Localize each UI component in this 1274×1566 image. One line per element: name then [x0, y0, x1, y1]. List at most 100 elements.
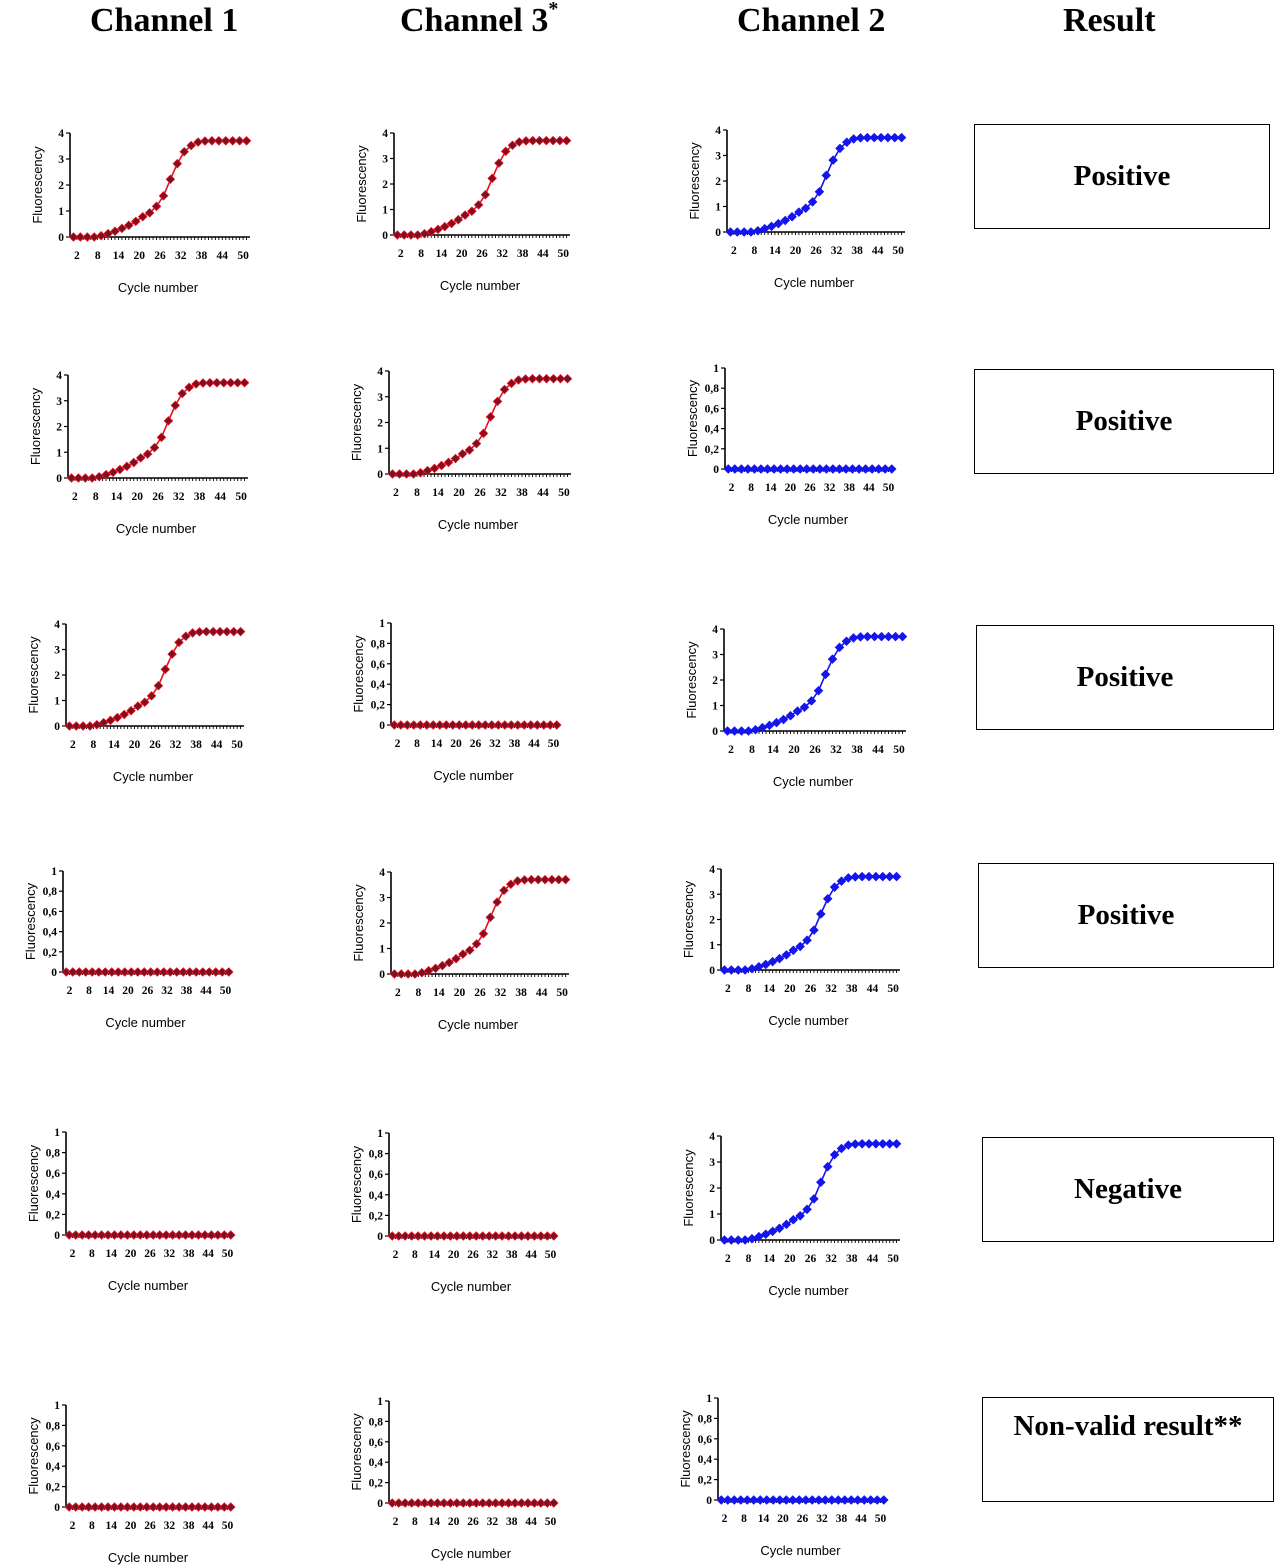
- x-tick-label: 20: [784, 983, 796, 995]
- data-point: [821, 170, 832, 181]
- data-point: [179, 146, 189, 157]
- y-tick-label: 0,2: [371, 700, 386, 712]
- y-tick-label: 0: [709, 965, 715, 977]
- x-axis-title: Cycle number: [773, 774, 854, 789]
- data-point: [529, 1231, 540, 1241]
- chart-panel-row-3-channel-3: 0 0,2 0,4 0,6 0,8 1 2 8 14 20 26 32 38 44 50 Cycle numb…: [351, 618, 562, 783]
- y-tick-label: 0: [54, 721, 60, 733]
- x-tick-label: 32: [824, 482, 836, 494]
- x-tick-label: 2: [70, 1248, 76, 1260]
- x-tick-label: 8: [93, 491, 99, 503]
- chart-panel-row-4-channel-3: 0 1 2 3 4 2 8 14 20 26 32 38 44 50 Cycle number Fluores…: [351, 867, 571, 1032]
- x-tick-label: 50: [545, 1249, 557, 1261]
- data-point: [828, 155, 838, 165]
- y-tick-label: 1: [709, 940, 715, 952]
- data-point: [729, 1495, 740, 1505]
- y-tick-label: 0,6: [369, 1169, 384, 1181]
- result-text: Positive: [1077, 899, 1175, 931]
- data-point: [836, 876, 847, 886]
- x-tick-label: 2: [70, 1520, 76, 1532]
- data-point: [124, 220, 134, 231]
- x-tick-label: 20: [131, 491, 143, 503]
- y-tick-label: 3: [709, 1157, 715, 1169]
- data-point: [217, 967, 228, 977]
- data-point: [227, 136, 238, 146]
- y-tick-label: 0,4: [705, 424, 720, 436]
- data-point: [891, 871, 902, 882]
- y-axis-title: Fluorescency: [349, 1413, 364, 1491]
- y-tick-label: 0: [54, 1230, 60, 1242]
- y-tick-label: 0: [706, 1495, 712, 1507]
- y-tick-label: 0: [715, 227, 721, 239]
- data-point: [146, 691, 157, 701]
- x-tick-label: 14: [763, 983, 775, 995]
- data-point: [406, 1231, 417, 1241]
- data-point: [64, 721, 75, 731]
- x-tick-label: 38: [517, 248, 529, 260]
- data-point: [151, 201, 162, 212]
- y-tick-label: 0,2: [46, 1209, 61, 1221]
- data-point: [148, 1230, 158, 1240]
- data-point: [886, 464, 897, 474]
- data-point: [822, 894, 833, 904]
- data-point: [171, 967, 182, 977]
- data-point: [869, 631, 880, 642]
- data-point: [219, 377, 229, 388]
- x-tick-label: 44: [867, 1253, 879, 1265]
- x-tick-label: 44: [202, 1520, 214, 1532]
- data-point: [204, 967, 215, 977]
- y-tick-label: 4: [709, 1131, 715, 1143]
- data-point: [852, 1495, 863, 1505]
- data-point: [221, 136, 231, 146]
- data-point: [536, 1231, 546, 1241]
- data-point: [541, 373, 552, 384]
- data-point: [167, 649, 177, 659]
- data-point: [200, 1230, 210, 1240]
- data-point: [781, 1495, 792, 1505]
- y-tick-label: 0,6: [371, 659, 386, 671]
- data-point: [180, 1230, 191, 1240]
- data-point: [736, 726, 747, 736]
- x-tick-label: 8: [748, 482, 754, 494]
- data-point: [503, 1498, 514, 1508]
- data-point: [829, 1149, 840, 1160]
- data-point: [890, 631, 901, 642]
- x-tick-label: 8: [416, 987, 422, 999]
- x-tick-label: 8: [95, 250, 101, 262]
- data-point: [83, 1230, 94, 1240]
- data-point: [490, 1498, 501, 1508]
- y-tick-label: 0,6: [46, 1168, 61, 1180]
- y-tick-label: 3: [54, 645, 60, 657]
- y-tick-label: 0,2: [705, 444, 720, 456]
- x-tick-label: 2: [728, 744, 734, 756]
- data-point: [534, 135, 545, 146]
- data-point: [428, 720, 439, 730]
- data-point: [152, 967, 163, 977]
- y-tick-label: 0,6: [43, 906, 58, 918]
- data-point: [174, 1502, 184, 1512]
- data-point: [434, 720, 445, 730]
- x-tick-label: 20: [784, 1253, 796, 1265]
- x-tick-label: 50: [235, 491, 247, 503]
- series-line: [724, 1143, 897, 1241]
- data-point: [808, 464, 819, 474]
- data-point: [883, 132, 893, 143]
- data-point: [760, 1229, 771, 1240]
- data-point: [878, 871, 888, 882]
- y-tick-label: 0: [377, 469, 383, 481]
- data-point: [80, 967, 91, 977]
- data-point: [161, 1230, 171, 1240]
- data-point: [872, 1495, 883, 1505]
- data-point: [526, 874, 537, 885]
- data-point: [112, 712, 123, 723]
- y-tick-label: 4: [379, 867, 385, 879]
- data-point: [884, 871, 895, 882]
- data-point: [864, 1139, 874, 1149]
- channel-3-footnote-mark: *: [548, 0, 559, 20]
- y-tick-label: 2: [54, 670, 60, 682]
- x-tick-label: 26: [804, 482, 816, 494]
- data-point: [436, 460, 447, 471]
- data-point: [66, 473, 77, 483]
- data-point: [743, 726, 754, 736]
